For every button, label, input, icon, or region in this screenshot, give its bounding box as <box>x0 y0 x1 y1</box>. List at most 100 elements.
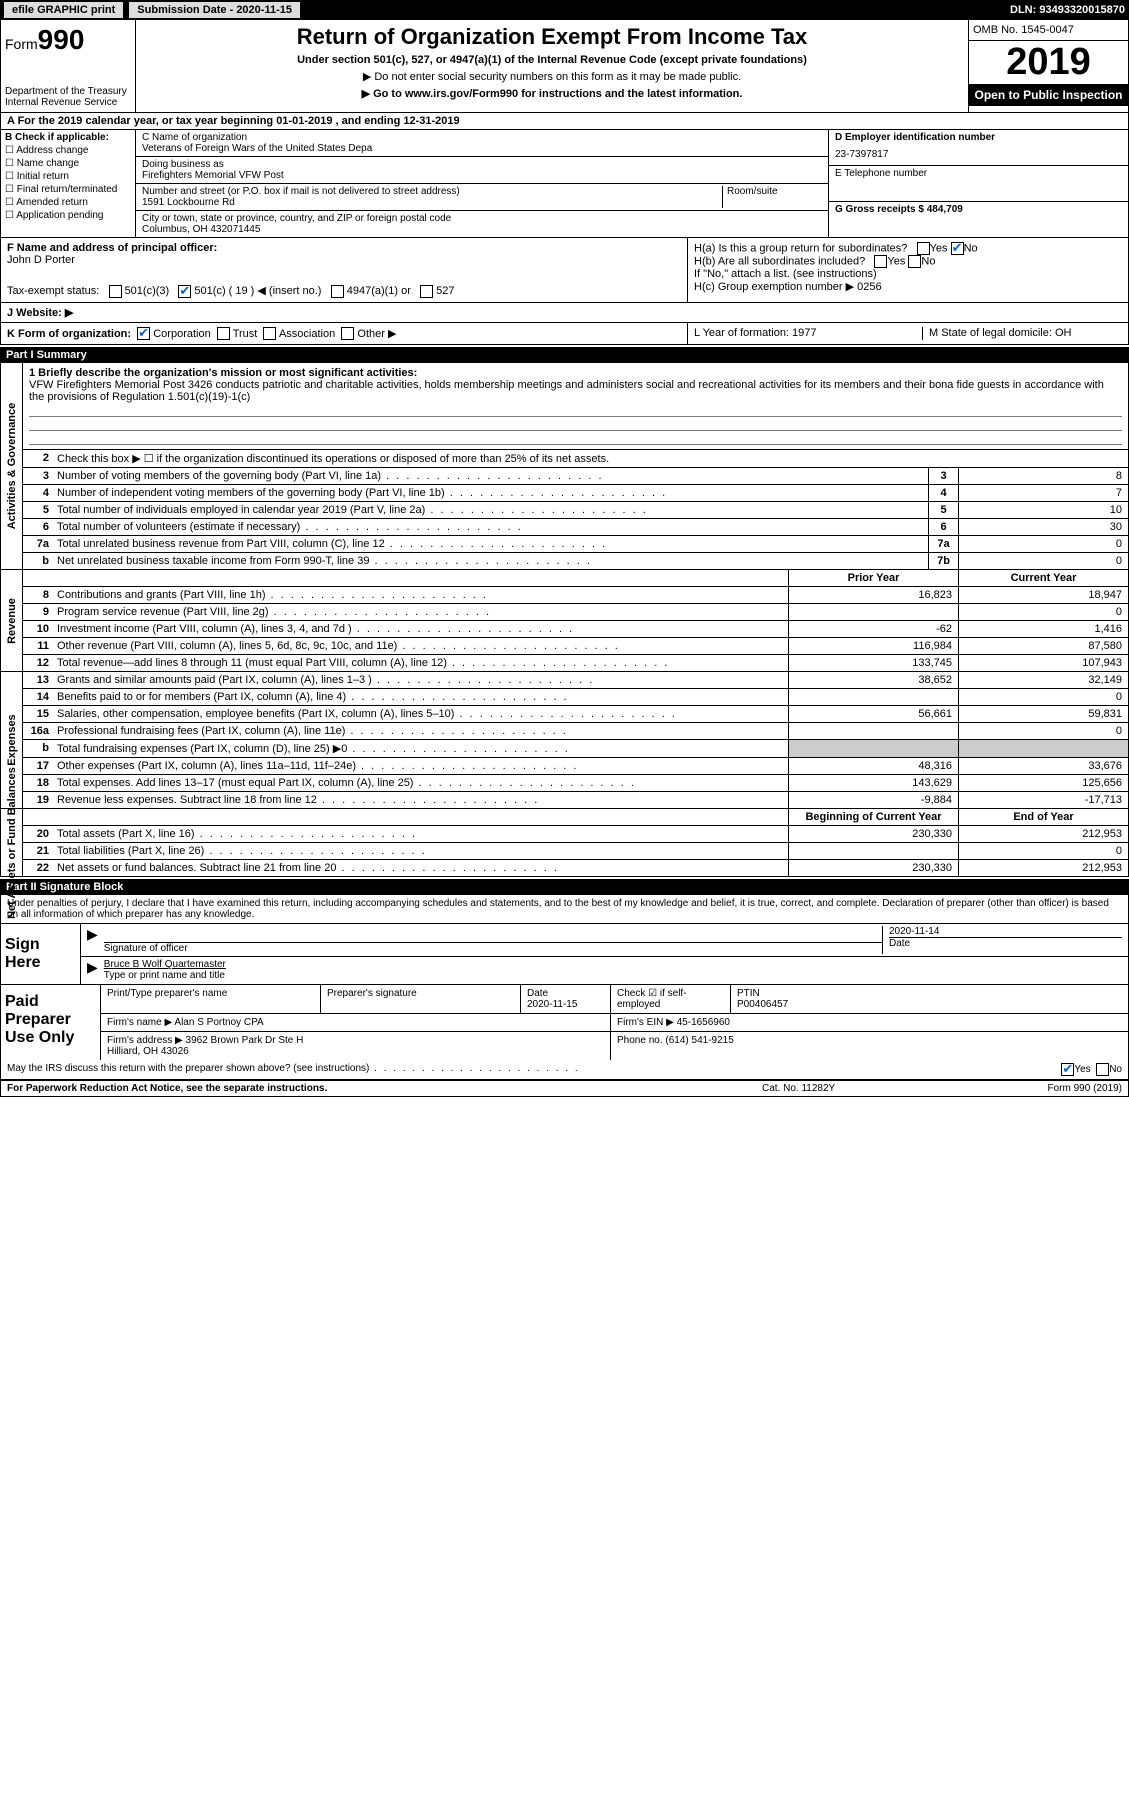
line-num: 10 <box>23 621 53 637</box>
chk-other[interactable] <box>341 327 354 340</box>
prior-year-value: -62 <box>788 621 958 637</box>
chk-trust[interactable] <box>217 327 230 340</box>
line-text: Total assets (Part X, line 16) <box>53 826 788 842</box>
prior-year-value: 16,823 <box>788 587 958 603</box>
phone-label: E Telephone number <box>835 168 1122 179</box>
officer-name: John D Porter <box>7 254 681 266</box>
line-text: Total number of volunteers (estimate if … <box>53 519 928 535</box>
line-num: 18 <box>23 775 53 791</box>
arrow-icon: ▶ <box>87 926 104 954</box>
website-label: J Website: ▶ <box>7 307 73 319</box>
chk-name-change[interactable]: ☐ Name change <box>5 158 131 169</box>
line-text: Net unrelated business taxable income fr… <box>53 553 928 569</box>
line-num: 20 <box>23 826 53 842</box>
discuss-row: May the IRS discuss this return with the… <box>1 1060 1128 1079</box>
line-text: Net assets or fund balances. Subtract li… <box>53 860 788 876</box>
goto-link[interactable]: ▶ Go to www.irs.gov/Form990 for instruct… <box>144 87 960 100</box>
state-domicile: M State of legal domicile: OH <box>922 327 1122 341</box>
chk-address-change[interactable]: ☐ Address change <box>5 145 131 156</box>
yes-lbl: Yes <box>1074 1064 1090 1075</box>
current-year-value: 0 <box>958 689 1128 705</box>
firm-phone-label: Phone no. <box>617 1035 663 1046</box>
hdr-begin-year: Beginning of Current Year <box>788 809 958 825</box>
ptin-value: P00406457 <box>737 999 788 1010</box>
q1-label: 1 Briefly describe the organization's mi… <box>29 367 417 379</box>
line-num: 16a <box>23 723 53 739</box>
chk-501c3[interactable] <box>109 285 122 298</box>
line-text: Contributions and grants (Part VIII, lin… <box>53 587 788 603</box>
line-value: 8 <box>958 468 1128 484</box>
line-num: 6 <box>23 519 53 535</box>
col-de: D Employer identification number 23-7397… <box>828 130 1128 237</box>
submission-date: Submission Date - 2020-11-15 <box>129 2 300 18</box>
b-label: B Check if applicable: <box>5 132 109 143</box>
chk-ha-yes[interactable] <box>917 242 930 255</box>
self-employed-check[interactable]: Check ☑ if self-employed <box>611 985 731 1013</box>
omb-number: OMB No. 1545-0047 <box>969 20 1128 41</box>
chk-501c[interactable] <box>178 285 191 298</box>
chk-application[interactable]: ☐ Application pending <box>5 210 131 221</box>
line-text: Other revenue (Part VIII, column (A), li… <box>53 638 788 654</box>
line-num: 8 <box>23 587 53 603</box>
line-value: 30 <box>958 519 1128 535</box>
current-year-value: 125,656 <box>958 775 1128 791</box>
current-year-value: -17,713 <box>958 792 1128 808</box>
chk-ha-no[interactable] <box>951 242 964 255</box>
form-title: Return of Organization Exempt From Incom… <box>144 24 960 50</box>
h-a-group-return: H(a) Is this a group return for subordin… <box>694 242 1122 255</box>
dln: DLN: 93493320015870 <box>1010 4 1125 16</box>
current-year-value: 212,953 <box>958 826 1128 842</box>
line-num: b <box>23 553 53 569</box>
current-year-value: 0 <box>958 723 1128 739</box>
chk-4947[interactable] <box>331 285 344 298</box>
current-year-value: 33,676 <box>958 758 1128 774</box>
firm-name-label: Firm's name ▶ <box>107 1017 172 1028</box>
line-text: Number of voting members of the governin… <box>53 468 928 484</box>
line-text: Revenue less expenses. Subtract line 18 … <box>53 792 788 808</box>
chk-527[interactable] <box>420 285 433 298</box>
line-text: Grants and similar amounts paid (Part IX… <box>53 672 788 688</box>
city-value: Columbus, OH 432071445 <box>142 224 822 235</box>
addr-change-lbl: Address change <box>16 145 88 156</box>
signature-block: Under penalties of perjury, I declare th… <box>0 895 1129 1080</box>
line-num: 15 <box>23 706 53 722</box>
chk-amended[interactable]: ☐ Amended return <box>5 197 131 208</box>
chk-assoc[interactable] <box>263 327 276 340</box>
part-i-expenses: Expenses 13 Grants and similar amounts p… <box>0 672 1129 809</box>
year-formation: L Year of formation: 1977 <box>694 327 922 341</box>
sig-date-value: 2020-11-14 <box>889 926 1122 937</box>
chk-corp[interactable] <box>137 327 150 340</box>
ein-label: D Employer identification number <box>835 132 995 143</box>
line-num: 21 <box>23 843 53 859</box>
part-i-revenue: Revenue Prior Year Current Year 8 Contri… <box>0 570 1129 672</box>
prior-year-value <box>788 723 958 739</box>
line-value: 10 <box>958 502 1128 518</box>
line-num: 17 <box>23 758 53 774</box>
q1-text: VFW Firefighters Memorial Post 3426 cond… <box>29 379 1122 403</box>
prior-year-value: 38,652 <box>788 672 958 688</box>
sign-here-label: Sign Here <box>1 924 81 984</box>
under-section: Under section 501(c), 527, or 4947(a)(1)… <box>144 54 960 66</box>
chk-discuss-no[interactable] <box>1096 1063 1109 1076</box>
chk-initial-return[interactable]: ☐ Initial return <box>5 171 131 182</box>
line-text: Investment income (Part VIII, column (A)… <box>53 621 788 637</box>
line-num: 13 <box>23 672 53 688</box>
hb-label: H(b) Are all subordinates included? <box>694 255 865 267</box>
chk-discuss-yes[interactable] <box>1061 1063 1074 1076</box>
chk-hb-yes[interactable] <box>874 255 887 268</box>
name-change-lbl: Name change <box>17 158 79 169</box>
line-num: 3 <box>23 468 53 484</box>
k-label: K Form of organization: <box>7 328 131 340</box>
line-num: 19 <box>23 792 53 808</box>
chk-final-return[interactable]: ☐ Final return/terminated <box>5 184 131 195</box>
line-text: Total liabilities (Part X, line 26) <box>53 843 788 859</box>
tax-year: 2019 <box>969 41 1128 84</box>
trust-lbl: Trust <box>233 328 258 340</box>
chk-hb-no[interactable] <box>908 255 921 268</box>
current-year-value: 0 <box>958 843 1128 859</box>
line-box: 7a <box>928 536 958 552</box>
firm-ein: 45-1656960 <box>677 1017 730 1028</box>
current-year-value: 32,149 <box>958 672 1128 688</box>
ha-label: H(a) Is this a group return for subordin… <box>694 242 907 254</box>
prior-year-value: 230,330 <box>788 826 958 842</box>
